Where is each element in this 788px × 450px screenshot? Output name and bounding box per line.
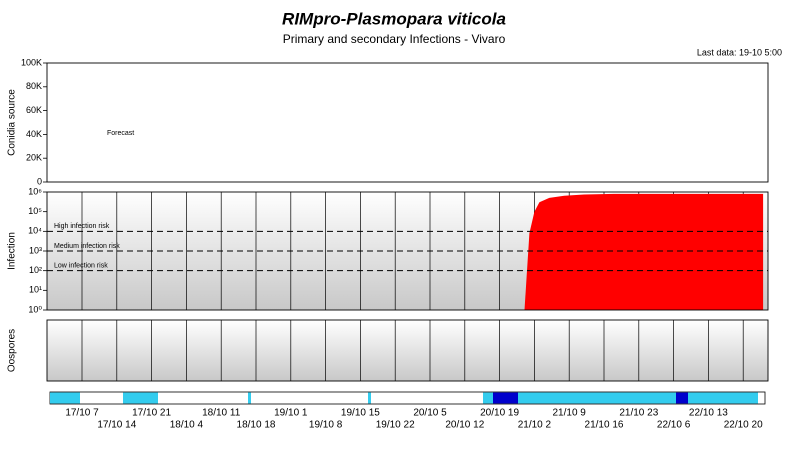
x-tick-label: 21/10 16 <box>585 420 624 431</box>
strip-segment <box>483 392 493 404</box>
y-tick-label: 10⁶ <box>28 186 42 196</box>
threshold-label: Low infection risk <box>54 263 108 270</box>
y-tick-label: 10⁵ <box>28 206 42 216</box>
y-tick-label: 10¹ <box>29 285 42 295</box>
panel-frame <box>46 62 769 183</box>
y-tick-label: 10³ <box>29 245 42 255</box>
x-tick-label: 22/10 6 <box>657 420 691 431</box>
y-tick-label: 10⁰ <box>28 304 42 314</box>
x-tick-label: 19/10 1 <box>274 408 308 419</box>
x-tick-label: 22/10 20 <box>724 420 763 431</box>
last-data: Last data: 19-10 5:00 <box>697 47 782 57</box>
strip-segment <box>368 392 371 404</box>
strip-segment <box>518 392 676 404</box>
x-tick-label: 18/10 18 <box>237 420 276 431</box>
y-axis-label: Infection <box>7 232 18 270</box>
x-tick-label: 17/10 7 <box>65 408 99 419</box>
y-tick-label: 10⁴ <box>28 226 42 236</box>
y-tick-label: 100K <box>21 57 42 67</box>
x-tick-label: 20/10 19 <box>480 408 519 419</box>
strip-segment <box>493 392 518 404</box>
strip-segment <box>50 392 80 404</box>
y-tick-label: 10² <box>29 265 42 275</box>
x-tick-label: 17/10 14 <box>97 420 136 431</box>
subtitle: Primary and secondary Infections - Vivar… <box>283 32 506 46</box>
x-tick-label: 22/10 13 <box>689 408 728 419</box>
x-tick-label: 19/10 15 <box>341 408 380 419</box>
annotation: Forecast <box>107 130 134 137</box>
threshold-label: High infection risk <box>54 223 110 230</box>
x-tick-label: 18/10 11 <box>202 408 241 419</box>
y-tick-label: 0 <box>37 176 42 186</box>
panel <box>47 320 768 381</box>
title: RIMpro-Plasmopara viticola <box>282 9 506 28</box>
strip-segment <box>123 392 158 404</box>
panel <box>47 63 768 182</box>
panel-frame <box>46 319 769 382</box>
y-tick-label: 40K <box>26 129 42 139</box>
panel-frame <box>46 191 769 311</box>
x-tick-label: 20/10 5 <box>413 408 447 419</box>
threshold-label: Medium infection risk <box>54 243 120 250</box>
wetness-strip <box>49 391 766 405</box>
y-tick-label: 20K <box>26 153 42 163</box>
x-tick-label: 20/10 12 <box>445 420 484 431</box>
y-tick-label: 80K <box>26 81 42 91</box>
x-tick-label: 19/10 8 <box>309 420 343 431</box>
area <box>524 193 764 310</box>
x-tick-label: 19/10 22 <box>376 420 415 431</box>
y-axis-label: Conidia source <box>7 89 18 156</box>
y-axis-label: Oospores <box>7 329 18 372</box>
x-tick-label: 18/10 4 <box>170 420 204 431</box>
strip-segment <box>248 392 251 404</box>
x-tick-label: 21/10 2 <box>518 420 552 431</box>
y-tick-label: 60K <box>26 105 42 115</box>
x-tick-label: 21/10 23 <box>619 408 658 419</box>
strip-segment <box>688 392 758 404</box>
x-tick-label: 17/10 21 <box>132 408 171 419</box>
strip-segment <box>676 392 688 404</box>
x-tick-label: 21/10 9 <box>553 408 587 419</box>
